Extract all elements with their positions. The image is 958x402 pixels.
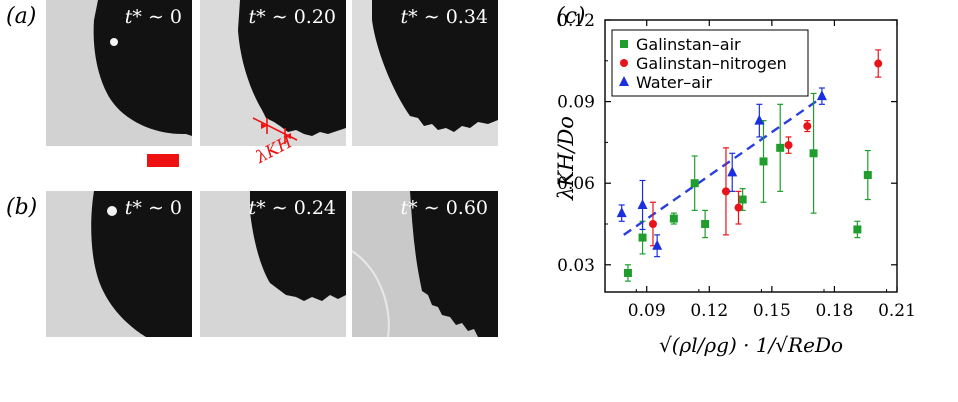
scale-bar	[147, 154, 179, 167]
data-point	[637, 198, 648, 209]
data-point	[776, 143, 785, 152]
data-point	[616, 207, 627, 218]
droplet-image	[352, 191, 498, 337]
data-point	[863, 171, 872, 180]
droplet-image	[93, 0, 192, 136]
data-point	[652, 239, 663, 250]
data-point	[874, 59, 883, 68]
panel-a-label: (a)	[6, 4, 37, 29]
panel-b-label: (b)	[6, 195, 38, 220]
legend-marker	[620, 40, 628, 48]
y-tick-label: 0.03	[557, 256, 595, 276]
data-point	[754, 114, 765, 125]
legend-entry: Galinstan–nitrogen	[636, 54, 787, 73]
legend-entry: Water–air	[636, 73, 713, 92]
data-point	[721, 187, 730, 196]
frame-a2: t* ∼ 0.20	[200, 0, 346, 146]
time-label: t* ∼ 0.34	[400, 6, 488, 28]
x-tick-label: 0.21	[878, 301, 916, 321]
data-point	[738, 195, 747, 204]
x-tick-label: 0.09	[628, 301, 666, 321]
time-label: t* ∼ 0	[124, 197, 182, 219]
time-label: t* ∼ 0	[124, 6, 182, 28]
frame-b1: t* ∼ 0	[46, 191, 192, 337]
data-point	[669, 214, 678, 223]
data-point	[759, 157, 768, 166]
droplet-image	[372, 0, 498, 132]
fit-line	[623, 97, 821, 236]
time-label: t* ∼ 0.20	[248, 6, 336, 28]
data-point	[803, 122, 812, 131]
time-label: t* ∼ 0.60	[400, 197, 488, 219]
legend-marker	[619, 76, 629, 86]
plot-frame	[604, 19, 898, 293]
legend-box	[611, 29, 809, 97]
droplet-image	[238, 0, 346, 136]
x-tick-label: 0.15	[753, 301, 791, 321]
data-point	[734, 203, 743, 212]
legend-entry: Galinstan–air	[636, 35, 741, 54]
data-point	[727, 166, 738, 177]
data-point	[853, 225, 862, 234]
data-point	[816, 90, 827, 101]
data-point	[784, 141, 793, 150]
panel-c-label: (c)	[556, 4, 586, 29]
y-axis-label: λKH/Do	[554, 116, 578, 201]
x-tick-label: 0.12	[690, 301, 728, 321]
time-label: t* ∼ 0.24	[248, 197, 336, 219]
data-point	[701, 220, 710, 228]
data-point	[648, 220, 657, 228]
y-tick-label: 0.09	[557, 93, 595, 113]
frame-a1: t* ∼ 0	[46, 0, 192, 146]
wavelength-annotation	[252, 117, 298, 144]
data-point	[623, 268, 632, 277]
droplet-image	[250, 191, 346, 301]
x-tick-label: 0.18	[815, 301, 853, 321]
y-tick-label: 0.06	[557, 174, 595, 194]
data-point	[690, 179, 699, 188]
data-point	[638, 233, 647, 242]
droplet-image	[91, 191, 192, 337]
frame-b2: t* ∼ 0.24	[200, 191, 346, 337]
frame-a3: t* ∼ 0.34	[352, 0, 498, 146]
frame-b3: t* ∼ 0.60	[352, 191, 498, 337]
legend-marker	[620, 59, 628, 67]
x-axis-label: √(ρl/ρg) · 1/√ReDo	[659, 333, 843, 357]
data-point	[809, 149, 818, 158]
